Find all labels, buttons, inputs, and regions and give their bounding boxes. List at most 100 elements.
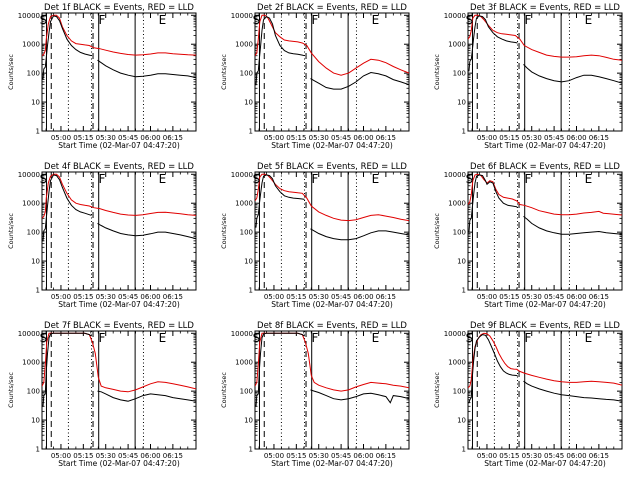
panel-title: Det 6f BLACK = Events, RED = LLD [470, 162, 620, 172]
plot-frame [254, 171, 410, 291]
x-tick-label: 05:30 [522, 452, 542, 460]
x-tick-label: 05:00 [264, 293, 284, 301]
panel-title: Det 8f BLACK = Events, RED = LLD [257, 321, 407, 331]
y-axis-label: Counts/sec [7, 213, 15, 249]
marker-f: F [311, 13, 318, 27]
y-tick-label: 1000 [22, 200, 40, 208]
y-tick-label: 10000 [444, 171, 466, 179]
plot-frame [254, 330, 410, 450]
y-tick-label: 1000 [22, 41, 40, 49]
x-tick-label: 06:15 [163, 293, 183, 301]
series-lld-red [42, 173, 196, 219]
series-lld-red [255, 332, 409, 392]
x-tick-label: 06:00 [353, 293, 373, 301]
panel-title: Det 7f BLACK = Events, RED = LLD [44, 321, 194, 331]
y-tick-label: 100 [240, 70, 253, 78]
y-axis-label: Counts/sec [220, 54, 228, 90]
x-tick-label: 05:00 [477, 134, 497, 142]
series-events-black [42, 15, 196, 80]
x-tick-label: 06:00 [566, 134, 586, 142]
marker-s: S [40, 13, 48, 27]
detector-panel-3: Det 3f BLACK = Events, RED = LLD 1 10 100 10… [433, 3, 623, 150]
x-tick-label: 05:30 [522, 293, 542, 301]
marker-e: E [585, 331, 593, 345]
y-tick-label: 100 [240, 388, 253, 396]
y-tick-label: 10 [31, 99, 40, 107]
y-tick-label: 10000 [444, 12, 466, 20]
x-tick-label: 05:30 [96, 452, 116, 460]
marker-f: F [311, 331, 318, 345]
panel-title: Det 9f BLACK = Events, RED = LLD [470, 321, 620, 331]
y-tick-label: 10 [457, 417, 466, 425]
y-tick-label: 10 [457, 99, 466, 107]
x-tick-label: 05:00 [264, 134, 284, 142]
marker-e: E [372, 13, 380, 27]
y-tick-label: 1000 [448, 359, 466, 367]
x-tick-label: 05:15 [286, 134, 306, 142]
x-tick-label: 06:00 [566, 452, 586, 460]
x-tick-label: 06:00 [140, 134, 160, 142]
panel-title: Det 1f BLACK = Events, RED = LLD [44, 3, 194, 13]
detector-panel-2: Det 2f BLACK = Events, RED = LLD 1 10 100 10… [220, 3, 410, 150]
marker-e: E [585, 172, 593, 186]
x-tick-label: 06:00 [353, 134, 373, 142]
marker-f: F [98, 172, 105, 186]
detector-panel-5: Det 5f BLACK = Events, RED = LLD 1 10 100 10… [220, 162, 410, 309]
x-tick-label: 06:00 [140, 452, 160, 460]
plot-frame [467, 171, 623, 291]
y-axis-label: Counts/sec [433, 213, 441, 249]
detector-panel-1: Det 1f BLACK = Events, RED = LLD 1 10 100 10… [7, 3, 197, 150]
series-lld-red [468, 14, 622, 61]
marker-f: F [98, 331, 105, 345]
x-axis-label: Start Time (02-Mar-07 04:47:20) [484, 141, 606, 150]
y-tick-label: 10 [244, 99, 253, 107]
marker-f: F [524, 172, 531, 186]
marker-s: S [40, 172, 48, 186]
x-tick-label: 05:15 [73, 452, 93, 460]
y-tick-label: 1 [249, 287, 253, 295]
y-tick-label: 100 [27, 70, 40, 78]
x-tick-label: 05:15 [73, 293, 93, 301]
series-lld-red [42, 332, 196, 393]
x-tick-label: 06:15 [589, 134, 609, 142]
y-tick-label: 1000 [235, 200, 253, 208]
x-axis-label: Start Time (02-Mar-07 04:47:20) [58, 300, 180, 309]
plot-frame [467, 330, 623, 450]
x-tick-label: 06:15 [376, 293, 396, 301]
x-tick-label: 05:30 [309, 452, 329, 460]
plot-frame [41, 171, 197, 291]
x-tick-label: 05:45 [544, 452, 564, 460]
x-tick-label: 05:45 [544, 134, 564, 142]
series-events-black [468, 334, 622, 404]
x-tick-label: 05:30 [96, 293, 116, 301]
x-tick-label: 06:15 [376, 452, 396, 460]
x-axis-label: Start Time (02-Mar-07 04:47:20) [484, 300, 606, 309]
marker-e: E [159, 13, 167, 27]
marker-s: S [466, 172, 474, 186]
y-tick-label: 10 [31, 417, 40, 425]
y-axis-label: Counts/sec [220, 213, 228, 249]
x-axis-label: Start Time (02-Mar-07 04:47:20) [484, 459, 606, 468]
marker-s: S [466, 331, 474, 345]
x-tick-label: 05:00 [477, 452, 497, 460]
y-tick-label: 1 [249, 446, 253, 454]
x-tick-label: 05:45 [331, 134, 351, 142]
marker-f: F [98, 13, 105, 27]
x-tick-label: 05:45 [331, 452, 351, 460]
x-axis-label: Start Time (02-Mar-07 04:47:20) [58, 141, 180, 150]
y-axis-label: Counts/sec [220, 372, 228, 408]
y-tick-label: 1 [36, 446, 40, 454]
marker-f: F [524, 331, 531, 345]
x-tick-label: 05:45 [118, 134, 138, 142]
marker-e: E [372, 331, 380, 345]
y-tick-label: 10000 [18, 12, 40, 20]
y-tick-label: 1000 [22, 359, 40, 367]
series-events-black [42, 332, 196, 407]
y-tick-label: 100 [453, 388, 466, 396]
y-tick-label: 10 [457, 258, 466, 266]
x-tick-label: 05:30 [309, 134, 329, 142]
x-tick-label: 05:45 [544, 293, 564, 301]
y-tick-label: 10000 [231, 171, 253, 179]
x-tick-label: 05:00 [51, 134, 71, 142]
